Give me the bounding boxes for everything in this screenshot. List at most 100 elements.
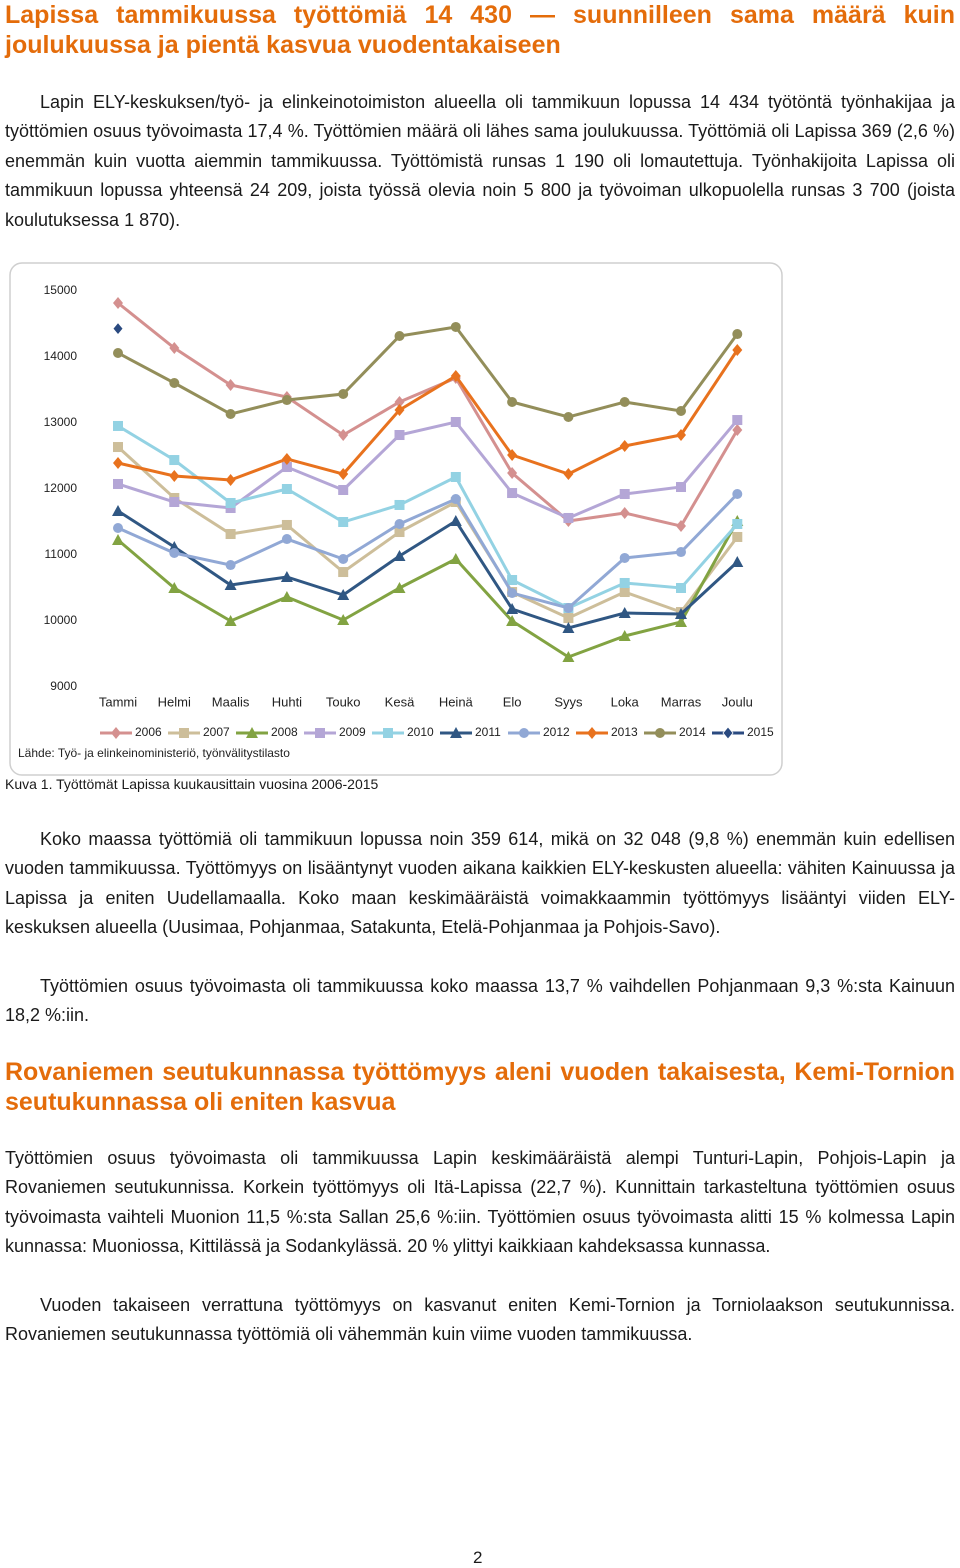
data-point [225, 378, 236, 391]
data-point [450, 494, 461, 505]
data-point [507, 449, 518, 462]
series-line [117, 509, 739, 630]
data-point [338, 484, 349, 495]
series-line [117, 520, 739, 659]
paragraph: Työttömien osuus työvoimasta oli tammiku… [5, 1148, 955, 1257]
data-point [506, 602, 519, 614]
data-point [507, 488, 518, 499]
data-point [506, 615, 519, 626]
data-point [281, 484, 292, 494]
legend-label: 2013 [611, 725, 638, 739]
data-point [338, 554, 349, 565]
series-line [117, 424, 739, 610]
data-point [732, 531, 743, 542]
data-point [113, 297, 123, 310]
data-point [676, 583, 686, 593]
data-point [676, 429, 686, 442]
legend-marker [655, 728, 665, 738]
legend-marker [111, 727, 121, 739]
heading: Lapissa tammikuussa työttömiä 14 430 — s… [5, 1, 955, 59]
data-point [507, 397, 518, 408]
legend-label: 2015 [747, 725, 774, 739]
data-point [732, 344, 743, 357]
series-line [117, 301, 739, 528]
legend-marker [519, 728, 529, 738]
caption: Kuva 1. Työttömät Lapissa kuukausittain … [5, 776, 379, 792]
data-point [113, 456, 123, 469]
legend-marker [722, 726, 734, 740]
data-point [338, 517, 349, 527]
data-point [169, 455, 180, 466]
data-point [337, 614, 350, 626]
data-point [619, 552, 630, 563]
data-point [563, 468, 574, 481]
data-point [619, 439, 630, 452]
x-tick-label: Joulu [722, 694, 753, 709]
data-point [225, 497, 236, 508]
legend-marker [383, 728, 393, 738]
data-point [113, 347, 123, 358]
data-point [394, 403, 405, 416]
y-tick-label: 9000 [50, 679, 77, 693]
paragraph: Lapin ELY-keskuksen/työ- ja elinkeinotoi… [5, 92, 955, 230]
legend-label: 2007 [203, 725, 230, 739]
data-point [169, 342, 180, 355]
data-point [338, 429, 349, 442]
data-point [394, 518, 405, 529]
legend-label: 2012 [543, 725, 570, 739]
data-point [676, 547, 686, 558]
data-point [281, 452, 292, 465]
legend-label: 2011 [475, 725, 501, 739]
data-point [676, 482, 686, 493]
data-point [225, 409, 236, 420]
x-tick-label: Huhti [272, 694, 302, 709]
data-point [619, 587, 630, 598]
data-point [450, 370, 461, 383]
data-point [732, 415, 743, 426]
chart-source: Lähde: Työ- ja elinkeinoministeriö, työn… [18, 746, 290, 760]
data-point [449, 515, 462, 527]
data-point [507, 588, 518, 599]
data-point [675, 608, 687, 620]
data-point [619, 489, 630, 500]
x-tick-label: Loka [611, 694, 640, 709]
data-point [113, 478, 123, 489]
data-point [281, 395, 292, 406]
data-point [281, 534, 292, 545]
data-point [224, 615, 237, 626]
data-point [224, 579, 237, 591]
data-point [168, 582, 181, 593]
data-point [169, 378, 180, 389]
data-point [393, 582, 406, 593]
x-tick-label: Kesä [385, 694, 415, 709]
data-point [280, 590, 293, 602]
data-point [732, 489, 743, 500]
data-point [281, 462, 292, 473]
data-point [338, 389, 349, 400]
data-point [563, 411, 574, 422]
data-point [112, 504, 124, 516]
data-point [225, 503, 236, 514]
data-point [113, 420, 123, 431]
data-point [676, 405, 686, 416]
data-point [112, 321, 124, 336]
data-point [732, 329, 743, 340]
series-line [116, 445, 739, 620]
y-tick-label: 12000 [44, 481, 78, 495]
data-point [619, 397, 630, 408]
legend-marker [246, 727, 258, 738]
legend-label: 2008 [271, 725, 298, 739]
data-point [337, 588, 350, 600]
page-number: 2 [473, 1548, 483, 1567]
data-point [394, 430, 405, 441]
legend-label: 2014 [679, 725, 706, 739]
y-tick-label: 11000 [45, 547, 78, 561]
x-tick-label: Maalis [212, 694, 250, 709]
data-point [338, 468, 349, 481]
legend-label: 2009 [339, 725, 366, 739]
paragraph: Koko maassa työttömiä oli tammikuun lopu… [5, 829, 955, 938]
y-tick-label: 15000 [44, 283, 78, 297]
series-line [117, 492, 739, 610]
legend-marker [315, 728, 325, 738]
